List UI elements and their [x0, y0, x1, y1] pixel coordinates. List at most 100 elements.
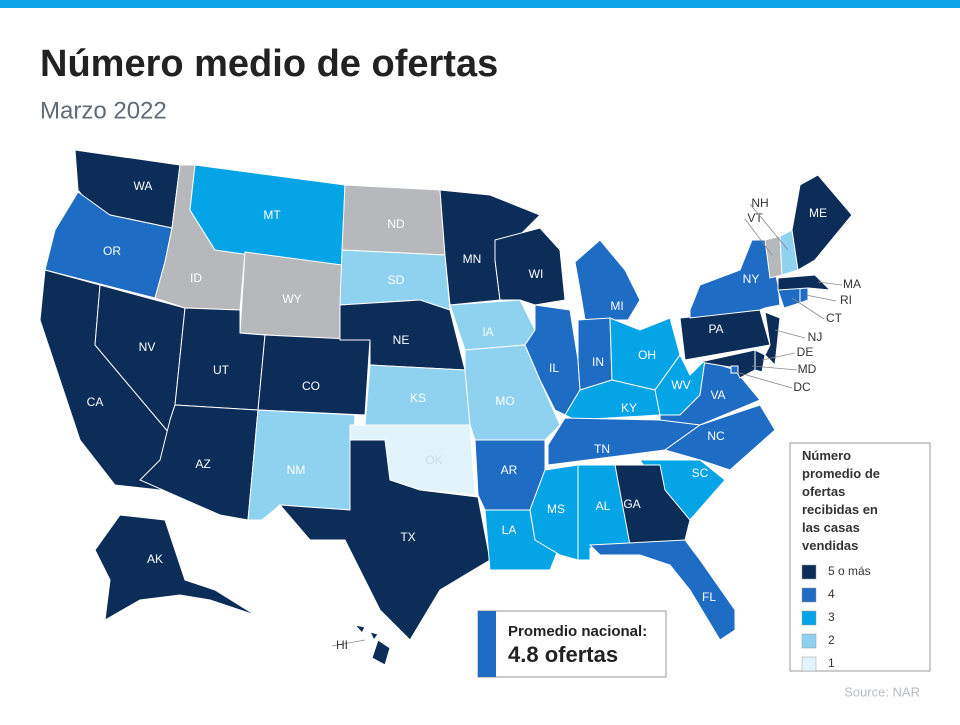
state-label: IL: [549, 361, 559, 375]
state: [777, 274, 832, 291]
state-label: OH: [638, 348, 656, 362]
leader-line: [774, 329, 806, 339]
callout-box: [477, 610, 667, 678]
state-label: GA: [623, 497, 640, 511]
state-label: DE: [797, 345, 814, 359]
state-label: AK: [147, 552, 163, 566]
state-label: CA: [87, 395, 104, 409]
state-label: ID: [190, 271, 202, 285]
legend-title: Número promedio de ofertas recibidas en las …: [802, 448, 880, 553]
top-bar: [0, 0, 960, 8]
state-label: NY: [743, 272, 760, 286]
state: [529, 464, 579, 561]
state-label: SD: [388, 273, 405, 287]
leader-line: [805, 294, 837, 302]
leader-line: [791, 297, 825, 320]
leader-line: [751, 365, 798, 371]
legend-swatch: [801, 587, 817, 603]
state-label: MD: [798, 362, 817, 376]
state-label: AZ: [195, 457, 210, 471]
state: [353, 624, 366, 634]
leader-line: [735, 371, 793, 389]
leader-line: [749, 203, 789, 251]
state-label: MN: [463, 252, 482, 266]
state-label: IN: [592, 355, 604, 369]
leader-line: [331, 639, 366, 647]
state-label: RI: [840, 293, 852, 307]
legend-swatch: [801, 610, 817, 626]
callout-bar: [478, 611, 496, 677]
legend-swatch: [801, 564, 817, 580]
state-label: OK: [425, 453, 442, 467]
state-label: WY: [282, 292, 301, 306]
leader-line: [761, 352, 796, 361]
state: [777, 287, 801, 309]
state-label: FL: [702, 590, 716, 604]
state: [730, 365, 739, 374]
state-label: UT: [213, 363, 230, 377]
state-label: DC: [793, 380, 811, 394]
state-label: TN: [594, 442, 610, 456]
callout-value: 4.8 ofertas: [508, 642, 618, 667]
state: [577, 317, 613, 391]
source: Source: NAR: [844, 684, 920, 699]
legend-label: 2: [828, 633, 835, 647]
legend: 5 o más 4 3 2 1: [801, 564, 871, 672]
state: [371, 639, 391, 666]
title: Número medio de ofertas: [40, 43, 498, 85]
state-label: NE: [393, 333, 410, 347]
state-label: AR: [501, 463, 518, 477]
state-label: MA: [843, 277, 861, 291]
state: [791, 174, 853, 271]
state-label: NV: [139, 340, 156, 354]
state-label: AL: [596, 499, 611, 513]
legend-swatch: [801, 633, 817, 649]
state: [588, 539, 736, 641]
state-label: HI: [336, 638, 348, 652]
state-label: NJ: [808, 330, 823, 344]
state-label: NH: [751, 196, 768, 210]
state-label: MT: [263, 208, 281, 222]
legend-label: 1: [828, 656, 835, 670]
state: [764, 311, 781, 367]
state-label: IA: [482, 325, 493, 339]
state-label: SC: [692, 466, 709, 480]
state: [699, 349, 756, 379]
leader-line: [744, 218, 773, 256]
state: [524, 304, 581, 416]
state: [278, 439, 491, 641]
state: [574, 239, 641, 321]
state-labels: WA OR CA NV ID MT WY UT CO AZ NM ND SD NE KS OK TX MN IA MO…: [87, 179, 861, 652]
state-label: MS: [547, 502, 565, 516]
state-label: PA: [708, 322, 723, 336]
subtitle: Marzo 2022: [40, 97, 167, 124]
state-label: OR: [103, 244, 121, 258]
state-label: TX: [400, 530, 415, 544]
state-label: NC: [707, 429, 725, 443]
legend-swatch: [801, 656, 817, 672]
legend-label: 4: [828, 587, 835, 601]
state-label: WV: [671, 378, 690, 392]
state-label: CT: [826, 311, 843, 325]
state: [257, 334, 371, 416]
state-label: ND: [387, 217, 405, 231]
state-label: MI: [610, 299, 623, 313]
callout-label: Promedio nacional:: [508, 623, 647, 640]
state-label: MO: [495, 394, 514, 408]
legend-box: [789, 442, 931, 672]
state-label: NM: [287, 463, 306, 477]
legend-label: 3: [828, 610, 835, 624]
state-label: WA: [134, 179, 153, 193]
state-label: KY: [621, 401, 637, 415]
state-label: WI: [529, 267, 544, 281]
state: [369, 631, 379, 641]
state-label: LA: [502, 523, 517, 537]
leader-line: [817, 281, 843, 286]
state: [754, 349, 766, 373]
state-label: VT: [747, 211, 763, 225]
state: [94, 514, 256, 621]
state-label: CO: [302, 379, 320, 393]
state-label: VA: [710, 388, 725, 402]
